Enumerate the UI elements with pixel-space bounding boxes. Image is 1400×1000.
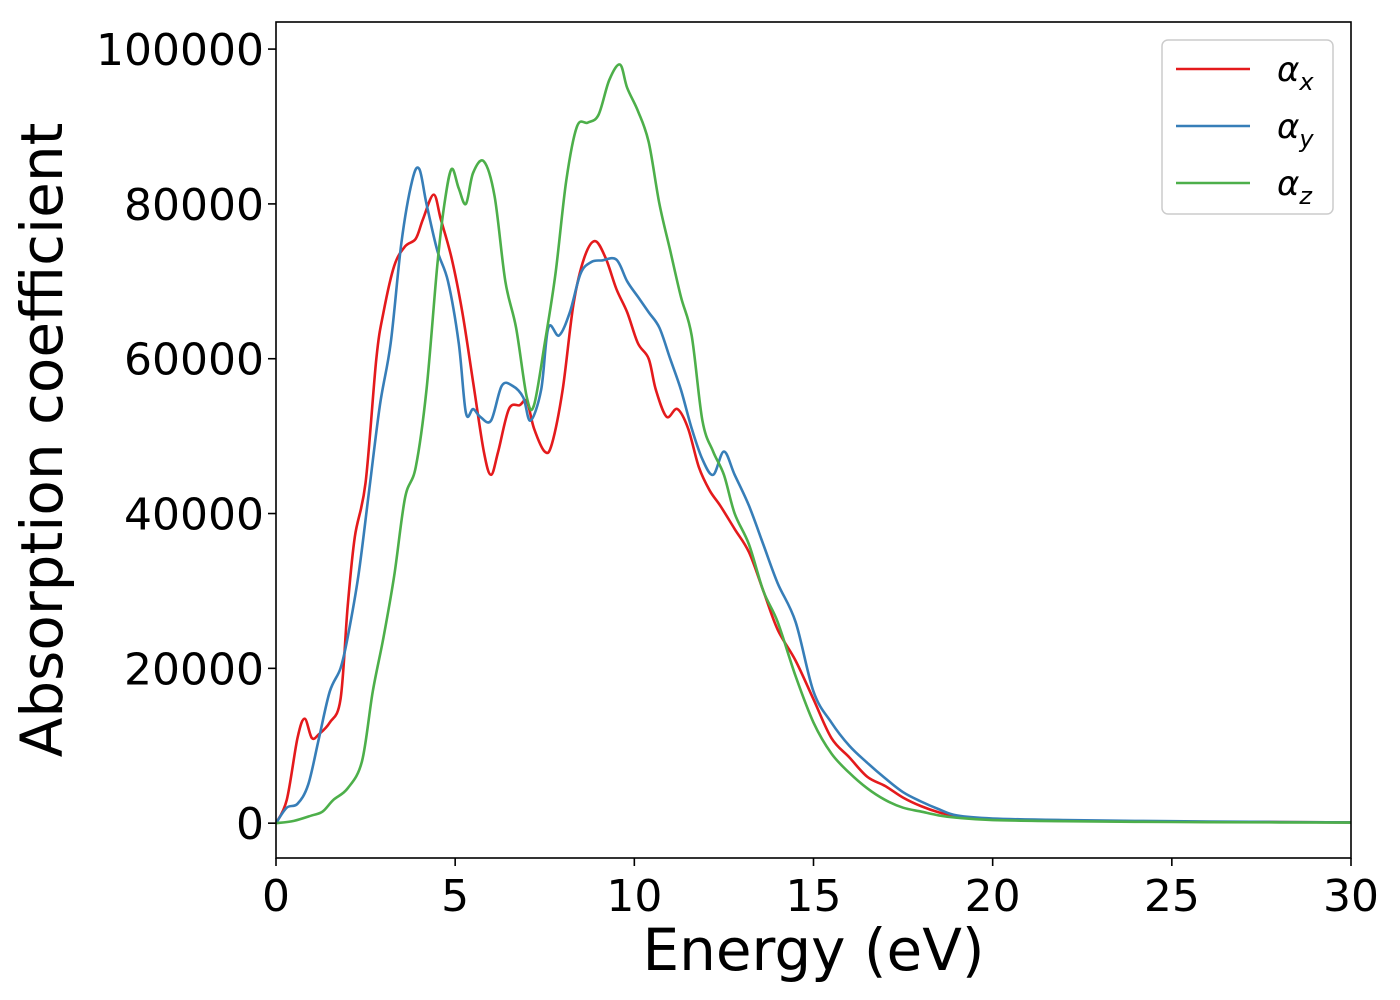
y-tick-label: 0 — [236, 799, 264, 850]
series-line-z — [275, 63, 1352, 825]
y-tick-label: 100000 — [96, 25, 264, 76]
series-lines — [274, 63, 1352, 825]
x-tick-label: 20 — [965, 871, 1021, 922]
y-tick-label: 60000 — [124, 335, 264, 386]
x-tick-label: 5 — [441, 871, 469, 922]
x-tick-label: 15 — [786, 871, 842, 922]
x-tick-label: 25 — [1144, 871, 1200, 922]
x-tick-label: 0 — [262, 871, 290, 922]
series-line-y — [274, 166, 1352, 824]
x-axis-ticks: 0 5 10 15 20 25 30 — [262, 858, 1379, 922]
x-axis-title: Energy (eV) — [642, 916, 984, 984]
y-tick-label: 40000 — [124, 490, 264, 541]
y-tick-label: 80000 — [124, 180, 264, 231]
x-tick-label: 10 — [606, 871, 662, 922]
y-axis-title: Absorption coefficient — [8, 123, 76, 758]
plot-border — [275, 21, 1352, 859]
y-axis-ticks: 0 20000 40000 60000 80000 100000 — [96, 25, 276, 850]
y-tick-label: 20000 — [124, 644, 264, 695]
x-tick-label: 30 — [1323, 871, 1379, 922]
